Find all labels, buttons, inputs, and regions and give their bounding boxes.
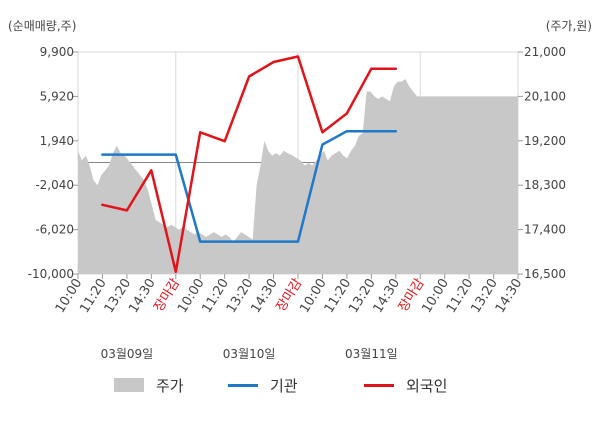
legend-label-foreign: 외국인	[406, 376, 448, 395]
x-axis-day-label: 03월10일	[223, 347, 276, 361]
legend-label-institution: 기관	[270, 376, 298, 395]
right-axis-tick-label: 20,100	[524, 89, 566, 103]
right-axis-tick-label: 19,200	[524, 134, 566, 148]
right-axis-tick-label: 21,000	[524, 45, 566, 59]
legend-item-price: 주가	[114, 370, 184, 400]
price-area-layer	[78, 79, 518, 274]
left-axis-tick-label: 9,900	[40, 45, 74, 59]
right-axis-unit-label: (주가,원)	[546, 19, 592, 33]
series-line-foreign	[101, 55, 398, 274]
left-axis-tick-label: 5,920	[40, 89, 74, 103]
right-axis-tick-label: 18,300	[524, 178, 566, 192]
legend-swatch-foreign	[364, 383, 394, 387]
price-area-series	[78, 79, 518, 274]
left-axis-unit-label: (순매매량,주)	[8, 19, 76, 33]
legend-swatch-institution	[228, 383, 258, 387]
legend-item-foreign: 외국인	[364, 370, 447, 400]
left-axis-tick-label: -2,040	[35, 178, 74, 192]
legend: 주가 기관 외국인	[0, 370, 600, 400]
legend-swatch-price	[114, 378, 144, 392]
x-axis-day-label: 03월09일	[101, 347, 154, 361]
x-axis-day-label: 03월11일	[345, 347, 398, 361]
lines-layer	[101, 55, 398, 274]
right-axis-tick-label: 16,500	[524, 267, 566, 281]
series-line-institution	[101, 129, 398, 243]
left-axis-tick-label: -6,020	[35, 223, 74, 237]
axes-layer: 9,900 5,920 1,940 -2,040 -6,020 -10,000 21,000…	[28, 45, 566, 361]
legend-label-price: 주가	[156, 376, 184, 395]
right-axis-tick-label: 17,400	[524, 223, 566, 237]
legend-item-institution: 기관	[228, 370, 298, 400]
left-axis-tick-label: 1,940	[40, 134, 74, 148]
left-axis-tick-label: -10,000	[28, 267, 74, 281]
